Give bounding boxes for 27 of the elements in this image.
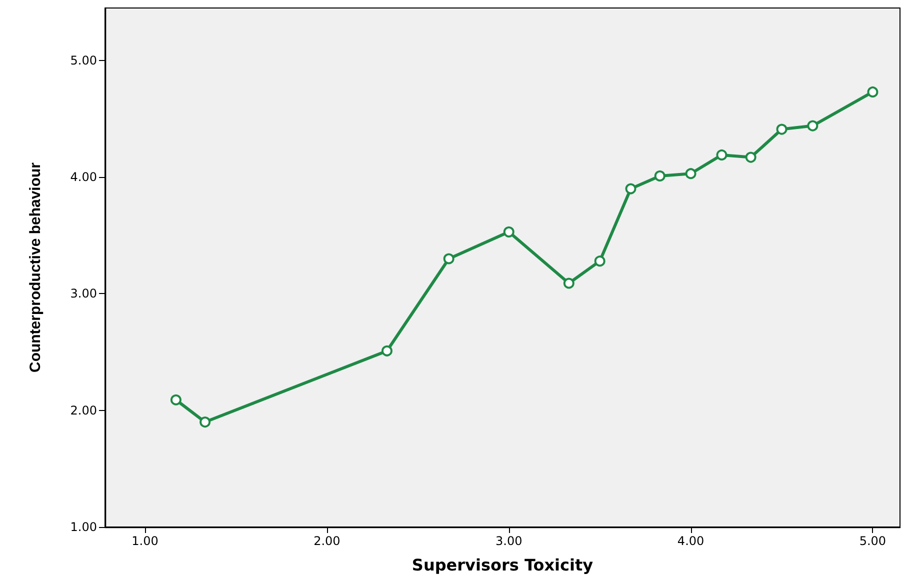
y-tick-label: 4.00 xyxy=(70,170,97,184)
y-axis-title: Counterproductive behaviour xyxy=(27,162,44,373)
point xyxy=(654,170,666,182)
x-axis-title: Supervisors Toxicity xyxy=(412,556,594,574)
point xyxy=(867,86,878,98)
point xyxy=(200,416,211,428)
point xyxy=(685,168,696,180)
y-tick-label: 1.00 xyxy=(70,520,97,534)
x-tick-label: 2.00 xyxy=(314,534,340,548)
x-tick-label: 3.00 xyxy=(496,534,522,548)
point xyxy=(170,394,182,406)
x-tick-label: 5.00 xyxy=(859,534,886,548)
y-tick-label: 3.00 xyxy=(70,286,97,301)
x-tick-label: 4.00 xyxy=(677,534,704,548)
point xyxy=(381,345,392,356)
x-tick-label: 1.00 xyxy=(132,534,158,548)
point xyxy=(625,183,636,194)
point xyxy=(563,278,574,289)
y-tick-label: 5.00 xyxy=(70,53,97,68)
point xyxy=(594,256,606,267)
point xyxy=(776,124,788,135)
point xyxy=(807,120,818,132)
point xyxy=(503,226,514,238)
point xyxy=(745,152,756,163)
point xyxy=(716,149,728,160)
point xyxy=(443,253,454,264)
y-tick-label: 2.00 xyxy=(70,403,97,418)
